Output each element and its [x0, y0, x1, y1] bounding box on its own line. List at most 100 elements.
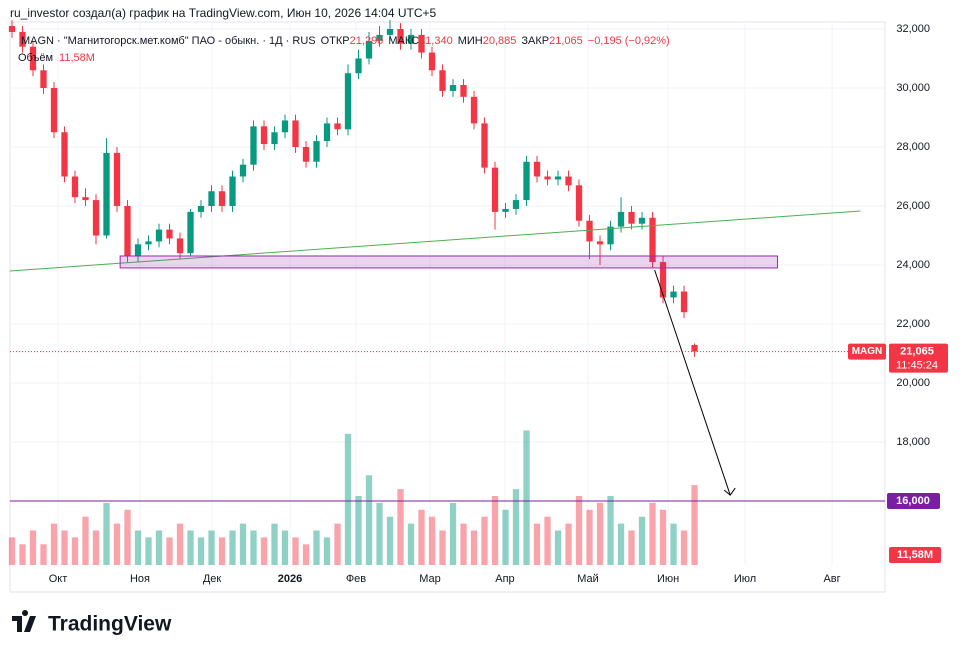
symbol-label: MAGN: [852, 346, 883, 357]
candle-body: [565, 176, 572, 186]
candle-body: [418, 34, 425, 53]
volume-bar: [491, 496, 499, 565]
candle-body: [271, 132, 278, 145]
volume-bar: [523, 430, 530, 565]
volume-legend-value: 11,58M: [59, 52, 95, 64]
candle-body: [386, 28, 394, 35]
candle-body: [239, 164, 247, 177]
candle-body: [281, 120, 289, 133]
volume-bar: [61, 530, 68, 565]
price-tag: [889, 343, 948, 373]
volume-bar: [575, 496, 583, 565]
volume-bar: [502, 509, 509, 565]
brand: TradingView: [48, 613, 172, 636]
candle-body: [586, 220, 593, 242]
y-tick-label: 30,000: [896, 82, 930, 94]
x-tick-label: Дек: [203, 573, 222, 585]
volume-bar: [481, 516, 488, 565]
candle-body: [491, 167, 499, 212]
candle-body: [218, 191, 226, 206]
candle-body: [596, 241, 604, 245]
candle-body: [670, 291, 677, 298]
legend-high: 21,340: [419, 35, 453, 47]
legend-change: −0,195 (−0,92%): [588, 35, 670, 47]
legend-low: 20,885: [483, 35, 517, 47]
candle-body: [502, 208, 509, 212]
logo: TradingView: [12, 610, 172, 636]
volume-bar: [397, 489, 404, 565]
arrow-head: [723, 487, 736, 496]
candle-body: [40, 70, 47, 88]
candle-body: [29, 46, 37, 71]
volume-bar: [596, 502, 604, 565]
trendline: [9, 210, 861, 272]
volume-bar: [334, 523, 341, 565]
legend-close: 21,065: [549, 35, 583, 47]
volume-bar: [281, 530, 289, 565]
volume-bar: [670, 523, 677, 565]
candle-body: [103, 152, 110, 236]
candle-body: [407, 34, 415, 44]
volume-bar: [565, 523, 572, 565]
volume-bar: [460, 523, 467, 565]
x-tick-label: Ноя: [130, 573, 150, 585]
volume-bar: [124, 509, 131, 565]
candle-body: [355, 58, 362, 74]
volume-bar: [113, 523, 121, 565]
legend-high-label: МАКС: [388, 35, 419, 47]
x-tick-label: Авг: [823, 573, 840, 585]
candle-body: [365, 40, 373, 59]
legend-low-label: МИН: [458, 35, 483, 47]
volume-bar: [554, 530, 562, 565]
candle-body: [523, 161, 530, 201]
candle-body: [145, 241, 152, 245]
volume-bar: [218, 537, 226, 565]
volume-bar: [365, 475, 373, 565]
candle-body: [512, 200, 520, 209]
volume-bar: [449, 502, 457, 565]
candle-body: [19, 31, 26, 47]
candle-body: [649, 217, 656, 263]
volume-bar: [250, 530, 257, 565]
header: ru_investor создал(а) график на TradingV…: [10, 6, 437, 20]
x-tick-label: Окт: [49, 573, 68, 585]
candle-body: [61, 132, 68, 177]
volume-bar: [407, 523, 415, 565]
volume-bar: [29, 530, 37, 565]
volume-bar: [208, 530, 215, 565]
volume-bar: [355, 496, 362, 565]
volume-bar: [197, 537, 205, 565]
volume-bar: [40, 544, 47, 565]
volume-tag-label: 11,58M: [897, 549, 933, 561]
candle-body: [481, 123, 488, 168]
x-tick-label: Фев: [346, 573, 366, 585]
volume-bar: [313, 530, 320, 565]
candle-body: [155, 229, 163, 242]
volume-legend: Объём 11,58M: [18, 52, 95, 64]
legend-open: 21,290: [350, 35, 384, 47]
candle-body: [691, 344, 698, 352]
volume-bar: [659, 509, 667, 565]
candle-body: [113, 152, 121, 206]
x-tick-label: Мар: [419, 573, 441, 585]
level-label: 16,000: [896, 495, 930, 507]
candle-body: [460, 85, 467, 97]
candle-body: [638, 217, 646, 224]
countdown: 11:45:24: [896, 359, 938, 371]
y-tick-label: 32,000: [896, 23, 930, 35]
volume-bar: [617, 523, 625, 565]
volume-bar: [386, 516, 394, 565]
volume-bar: [439, 530, 446, 565]
candle-body: [544, 176, 551, 180]
volume-bar: [176, 523, 184, 565]
volume-bar: [82, 516, 89, 565]
volume-bar: [229, 530, 236, 565]
y-tick-label: 26,000: [896, 200, 930, 212]
candle-body: [376, 34, 383, 41]
volume-bar: [428, 516, 436, 565]
volume-bar: [323, 537, 331, 565]
volume-bar: [271, 523, 278, 565]
volume-bar: [145, 537, 152, 565]
candle-body: [208, 191, 215, 206]
